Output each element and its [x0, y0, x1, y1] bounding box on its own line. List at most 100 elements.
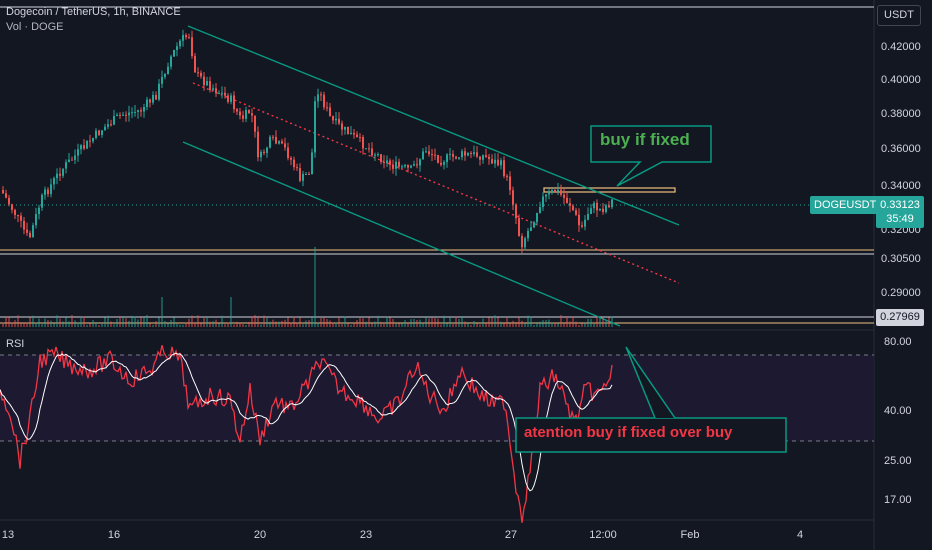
buy-zone-box[interactable] [543, 187, 676, 193]
volume-bar [356, 320, 358, 327]
volume-bar [437, 318, 439, 327]
volume-bar [359, 318, 361, 327]
trend-dotted-line[interactable] [192, 82, 680, 284]
volume-bar [104, 317, 106, 327]
volume-bar [572, 316, 574, 327]
callout-bottom-box[interactable] [515, 417, 787, 453]
rsi-label[interactable]: RSI [6, 338, 25, 350]
volume-bar [383, 322, 385, 327]
candle-body [137, 110, 139, 112]
callout-bottom-pointer [625, 346, 676, 419]
candle-body [266, 147, 268, 153]
volume-bar [584, 323, 586, 327]
candle-body [5, 193, 7, 198]
volume-bar [467, 323, 469, 327]
candle-body [518, 218, 520, 237]
candle-body [329, 107, 331, 117]
candle-body [326, 107, 328, 109]
candle-body [311, 152, 313, 175]
last-price-value: 0.33123 [880, 199, 920, 211]
volume-bar [290, 322, 292, 327]
volume-bar [17, 315, 19, 327]
volume-bar [419, 319, 421, 327]
candle-body [539, 207, 541, 213]
volume-bar [542, 320, 544, 327]
volume-bar [140, 317, 142, 327]
volume-bar [611, 316, 613, 327]
volume-bar [470, 324, 472, 327]
candle-body [380, 154, 382, 162]
candle-body [470, 152, 472, 154]
candle-body [158, 83, 160, 100]
volume-bar [548, 319, 550, 327]
candle-body [209, 81, 211, 91]
candle-body [578, 214, 580, 226]
volume-bar [431, 317, 433, 327]
candle-body [476, 152, 478, 157]
volume-bar [551, 322, 553, 327]
volume-bar [116, 318, 118, 327]
volume-bar [107, 315, 109, 327]
channel-lower-line[interactable] [182, 141, 621, 327]
volume-bar [161, 297, 163, 327]
bar-countdown: 35:49 [886, 213, 914, 225]
volume-bar [479, 324, 481, 327]
volume-bar [338, 317, 340, 327]
volume-bar [476, 323, 478, 327]
volume-bar [482, 318, 484, 327]
callout-top-box[interactable] [590, 125, 712, 187]
volume-bar [254, 315, 256, 327]
currency-button[interactable]: USDT [877, 5, 921, 26]
candle-body [554, 190, 556, 192]
price-tick: 0.38000 [881, 108, 921, 120]
candle-body [536, 212, 538, 223]
symbol-title[interactable]: Dogecoin / TetherUS, 1h, BINANCE [6, 6, 181, 18]
price-tick: 0.30500 [881, 253, 921, 265]
candle-body [14, 209, 16, 216]
volume-bar [227, 322, 229, 327]
volume-bar [320, 318, 322, 327]
candle-body [41, 194, 43, 208]
volume-bar [209, 321, 211, 327]
volume-bar [374, 321, 376, 327]
symbol-price-label[interactable]: DOGEUSDT [810, 196, 881, 214]
candles[interactable] [2, 29, 613, 254]
candle-body [275, 136, 277, 144]
volume-bar [545, 320, 547, 327]
volume-bar [506, 317, 508, 327]
candle-body [74, 155, 76, 160]
candle-body [290, 157, 292, 160]
volume-bar [89, 323, 91, 327]
candle-body [395, 161, 397, 169]
volume-bar [158, 317, 160, 327]
candle-body [248, 110, 250, 114]
volume-bar [362, 318, 364, 327]
channel-upper-line[interactable] [187, 25, 680, 226]
volume-bar [407, 323, 409, 327]
volume-bar [29, 317, 31, 327]
volume-bar [44, 318, 46, 327]
volume-bar [422, 323, 424, 327]
volume-bar [272, 319, 274, 327]
volume-bar [392, 319, 394, 327]
candle-body [26, 229, 28, 233]
candle-body [317, 94, 319, 102]
volume-bar [278, 321, 280, 327]
volume-bar [23, 322, 25, 327]
volume-bar [113, 324, 115, 327]
volume-label[interactable]: Vol · DOGE [6, 21, 64, 33]
candle-body [236, 109, 238, 112]
candle-body [503, 160, 505, 177]
volume-bar [518, 317, 520, 327]
level-price-tag[interactable]: 0.27969 [876, 309, 924, 326]
last-price-tag[interactable]: 0.33123 35:49 [876, 196, 924, 228]
volume-bar [365, 321, 367, 327]
candle-body [356, 134, 358, 138]
rsi-tick: 40.00 [884, 405, 912, 417]
candle-body [206, 81, 208, 86]
volume-bar [299, 317, 301, 327]
volume-bar [425, 317, 427, 327]
volume-bar [554, 322, 556, 327]
volume-bar [59, 318, 61, 327]
